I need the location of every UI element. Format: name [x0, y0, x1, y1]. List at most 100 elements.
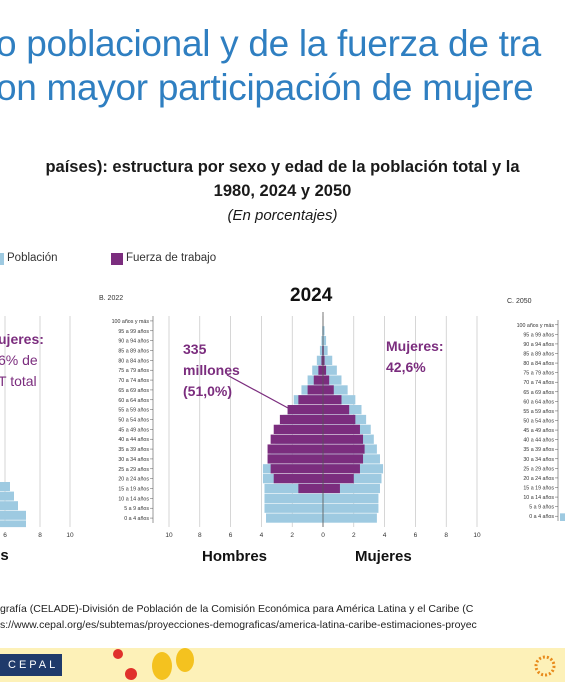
left-panel-partial: 6 8 10 — [0, 316, 74, 539]
right-age-group-label: 10 a 14 años — [523, 495, 554, 501]
footer-sun-icon — [534, 655, 556, 677]
left-annotation-line-3: T total — [0, 373, 37, 389]
chart-subtitle-text-2: 1980, 2024 y 2050 — [213, 182, 352, 200]
left-annotation-line-2: 6% de — [0, 352, 38, 368]
page-title-line-1: o poblacional y de la fuerza de tra — [0, 23, 541, 64]
right-age-group-label: 75 a 79 años — [523, 371, 554, 377]
bar-population-women — [323, 365, 337, 375]
x-tick-label: 2 — [290, 532, 294, 539]
bar-population-women — [323, 503, 379, 513]
x-tick-label: 10 — [165, 532, 173, 539]
left-x-tick-label: 8 — [38, 532, 42, 539]
x-tick-label: 10 — [473, 532, 481, 539]
age-group-label: 85 a 89 años — [118, 349, 149, 355]
bar-labor-women — [323, 444, 365, 454]
bar-population-women — [323, 483, 380, 494]
age-group-label: 100 años y más — [112, 319, 150, 325]
right-age-group-label: 55 a 59 años — [523, 409, 554, 415]
footer-decoration — [113, 648, 556, 680]
right-panel-partial: 100 años y más 95 a 99 años 90 a 94 años 85… — [517, 320, 565, 521]
chart-units: (En porcentajes) — [227, 207, 338, 224]
bar-population-men — [264, 493, 323, 503]
x-tick-label: 8 — [198, 532, 202, 539]
age-group-label: 10 a 14 años — [118, 496, 149, 502]
age-group-label: 30 a 34 años — [118, 457, 149, 463]
bar-labor-men — [273, 474, 323, 484]
bar-population-men — [312, 365, 323, 375]
x-tick-label: 4 — [383, 532, 387, 539]
age-group-label: 40 a 44 años — [118, 437, 149, 443]
x-tick-label: 8 — [444, 532, 448, 539]
age-group-label: 25 a 29 años — [118, 467, 149, 473]
age-group-label: 35 a 39 años — [118, 447, 149, 453]
center-year-label: 2024 — [290, 285, 333, 306]
right-age-group-label: 85 a 89 años — [523, 352, 554, 358]
bar-population-men — [316, 355, 323, 365]
chart-subtitle-line-2: 1980, 2024 y 2050 — [0, 182, 565, 201]
footer-dot-yellow-2 — [176, 648, 194, 672]
bar-labor-women — [323, 375, 330, 385]
bar-labor-men — [270, 464, 323, 474]
center-annotation-line-2: millones — [183, 362, 240, 378]
bar-population-men — [266, 513, 323, 523]
age-group-label: 5 a 9 años — [124, 506, 149, 512]
age-group-label: 95 a 99 años — [118, 329, 149, 335]
age-group-label: 90 a 94 años — [118, 339, 149, 345]
x-tick-label: 6 — [229, 532, 233, 539]
x-tick-label: 0 — [321, 532, 325, 539]
cepal-logo: CEPAL — [0, 654, 62, 676]
age-group-label: 0 a 4 años — [124, 516, 149, 522]
right-age-group-label: 30 a 34 años — [523, 457, 554, 463]
left-bar-population — [0, 482, 10, 491]
bar-population-women — [323, 326, 325, 336]
bar-labor-women — [323, 434, 364, 444]
bar-labor-women — [323, 385, 334, 395]
bar-labor-women — [323, 405, 350, 415]
women-share-label-line-2: 42,6% — [386, 359, 426, 375]
chart-subtitle-line-1: países): estructura por sexo y edad de l… — [0, 158, 565, 177]
bar-labor-men — [298, 395, 323, 405]
bar-population-men — [319, 345, 323, 356]
right-panel-label: C. 2050 — [507, 298, 532, 305]
bar-labor-men — [318, 365, 323, 375]
bar-labor-men — [307, 385, 323, 395]
bar-population-women — [323, 355, 333, 365]
left-bar-population — [0, 491, 14, 501]
bar-labor-women — [323, 424, 360, 434]
age-group-label: 20 a 24 años — [118, 477, 149, 483]
right-age-group-label: 35 a 39 años — [523, 447, 554, 453]
left-panel-sex-label: es — [0, 547, 9, 564]
bar-population-women — [323, 493, 379, 503]
bar-population-women — [323, 336, 327, 346]
right-age-group-label: 40 a 44 años — [523, 438, 554, 444]
age-group-label: 50 a 54 años — [118, 418, 149, 424]
footer-dot-red-1 — [113, 649, 123, 659]
right-age-group-label: 65 a 69 años — [523, 390, 554, 396]
age-group-label: 45 a 49 años — [118, 427, 149, 433]
source-line-1: grafía (CELADE)-División de Población de… — [0, 603, 474, 615]
annotation-pointer — [226, 374, 289, 409]
legend-swatch-labor-force — [111, 253, 123, 265]
right-age-group-label: 60 a 64 años — [523, 399, 554, 405]
bar-labor-men — [321, 355, 323, 365]
footer-dot-red-2 — [125, 668, 137, 680]
left-bar-population — [0, 501, 18, 511]
age-group-label: 80 a 84 años — [118, 358, 149, 364]
bar-labor-women — [323, 474, 354, 484]
right-age-group-label: 90 a 94 años — [523, 342, 554, 348]
right-age-group-label: 5 a 9 años — [529, 505, 554, 511]
x-tick-label: 6 — [414, 532, 418, 539]
age-group-label: 65 a 69 años — [118, 388, 149, 394]
left-x-tick-label: 10 — [66, 532, 74, 539]
bar-labor-women — [323, 464, 360, 474]
bar-population-men — [321, 336, 323, 346]
right-bar-population — [560, 513, 565, 521]
center-panel-label: B. 2022 — [99, 295, 124, 302]
bar-population-women — [323, 385, 348, 395]
legend-label-population: Población — [7, 252, 58, 264]
chart-subtitle-text-1: países): estructura por sexo y edad de l… — [45, 158, 520, 176]
center-annotation-line-3: (51,0%) — [183, 383, 233, 399]
bar-labor-women — [323, 365, 327, 375]
right-age-group-label: 95 a 99 años — [523, 332, 554, 338]
bar-population-men — [264, 503, 323, 513]
